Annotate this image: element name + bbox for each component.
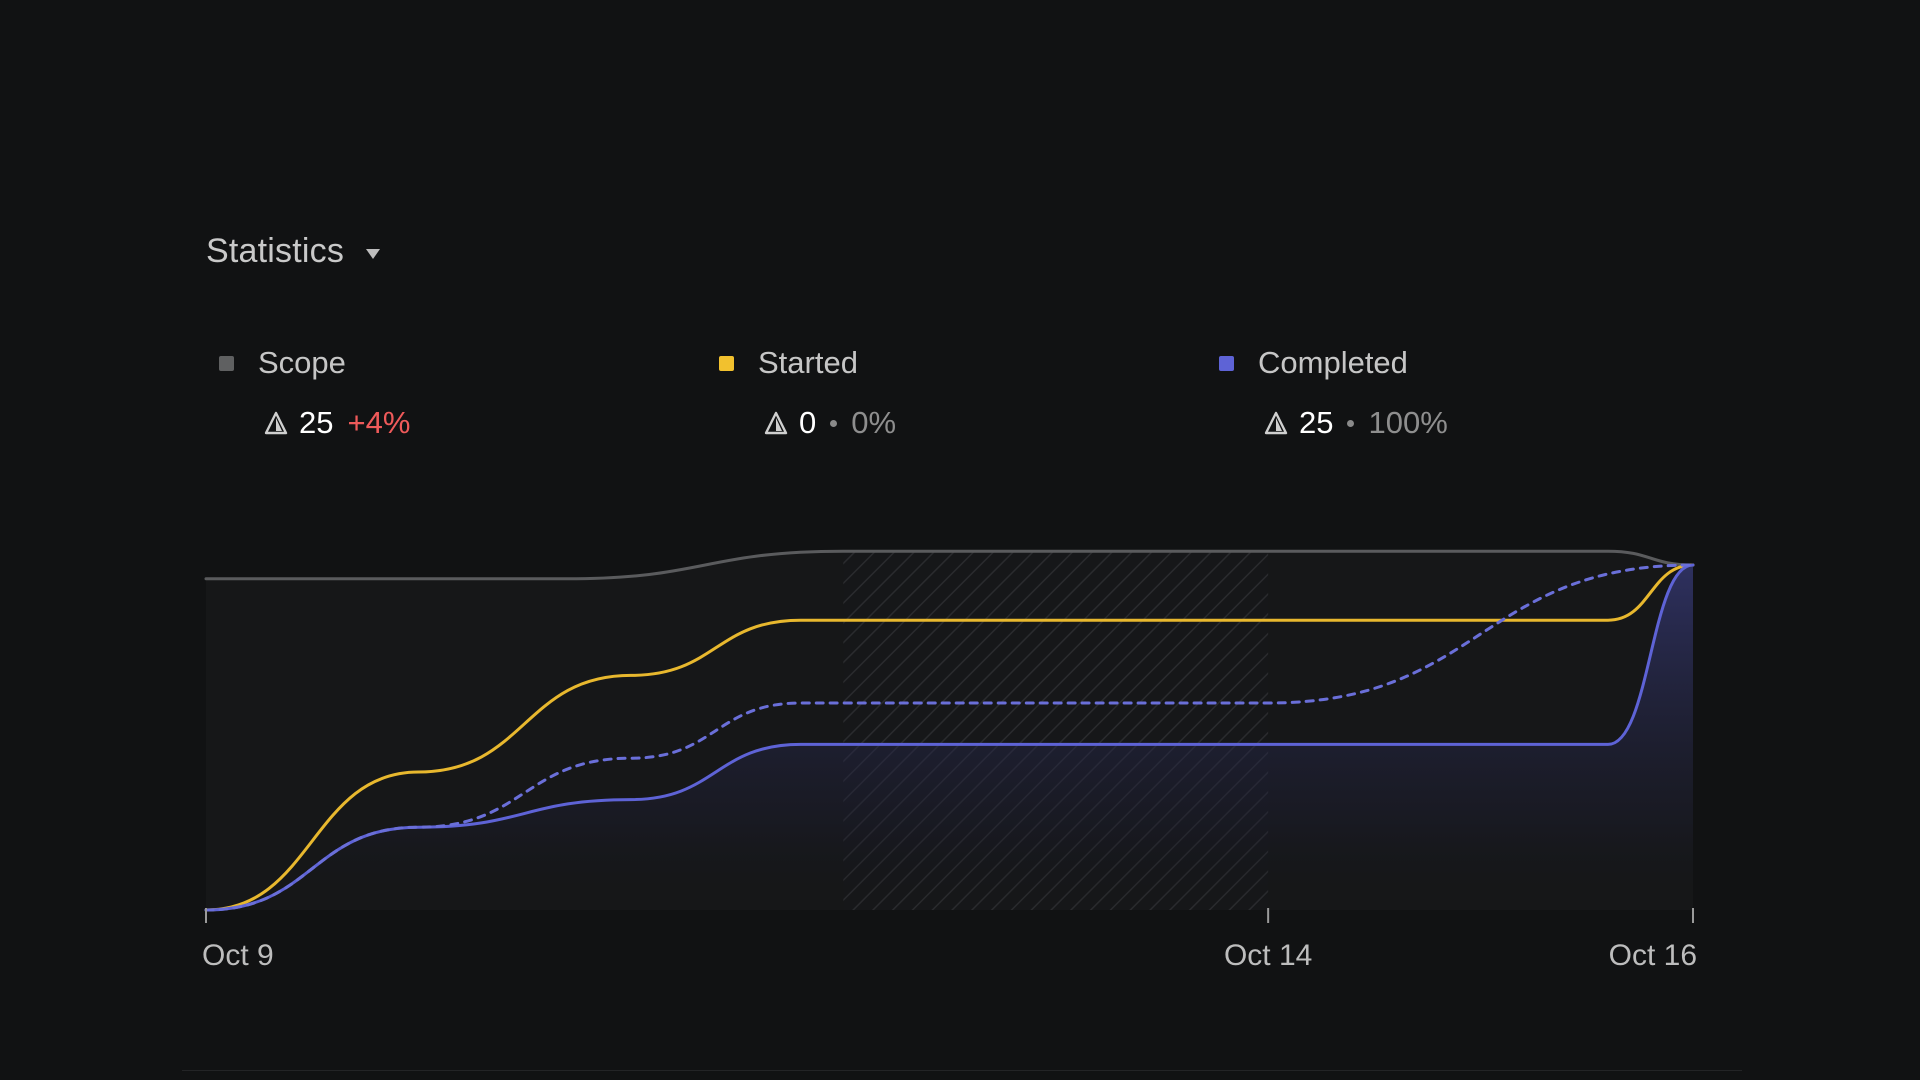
series-scope-line bbox=[204, 549, 1695, 581]
completed-swatch bbox=[1219, 355, 1234, 371]
caret-down-icon bbox=[366, 248, 381, 259]
separator-dot bbox=[830, 419, 838, 427]
statistics-title: Statistics bbox=[206, 232, 345, 270]
estimate-icon bbox=[1264, 411, 1288, 435]
started-label: Started bbox=[758, 345, 858, 380]
scope-swatch bbox=[219, 355, 234, 371]
series-completed-area bbox=[206, 565, 1693, 910]
started-count: 0 bbox=[799, 405, 817, 440]
separator-dot bbox=[1347, 419, 1355, 427]
scope-count: 25 bbox=[299, 405, 334, 440]
divider bbox=[182, 1070, 1742, 1071]
scope-label: Scope bbox=[258, 345, 346, 380]
completed-percent: 100% bbox=[1368, 405, 1448, 440]
statistics-dropdown[interactable]: Statistics bbox=[206, 232, 381, 271]
completed-label: Completed bbox=[1258, 345, 1408, 380]
legend-started: Started 0 0% bbox=[719, 345, 896, 441]
estimate-icon bbox=[764, 411, 788, 435]
scope-delta: +4% bbox=[347, 405, 411, 440]
started-percent: 0% bbox=[851, 405, 897, 440]
started-swatch bbox=[719, 355, 734, 371]
chart-legend: Scope 25 +4% Started 0 0% bbox=[0, 345, 1920, 465]
legend-completed: Completed 25 100% bbox=[1219, 345, 1448, 441]
x-tick-label: Oct 14 bbox=[1224, 939, 1312, 972]
completed-count: 25 bbox=[1299, 405, 1334, 440]
series-started-line bbox=[204, 563, 1695, 912]
series-target-line bbox=[204, 563, 1695, 912]
estimate-icon bbox=[264, 411, 288, 435]
legend-scope: Scope 25 +4% bbox=[219, 345, 410, 441]
x-axis: Oct 9 Oct 14 Oct 16 bbox=[202, 908, 1697, 972]
x-tick-label: Oct 16 bbox=[1609, 939, 1697, 972]
x-tick-label: Oct 9 bbox=[202, 939, 274, 972]
